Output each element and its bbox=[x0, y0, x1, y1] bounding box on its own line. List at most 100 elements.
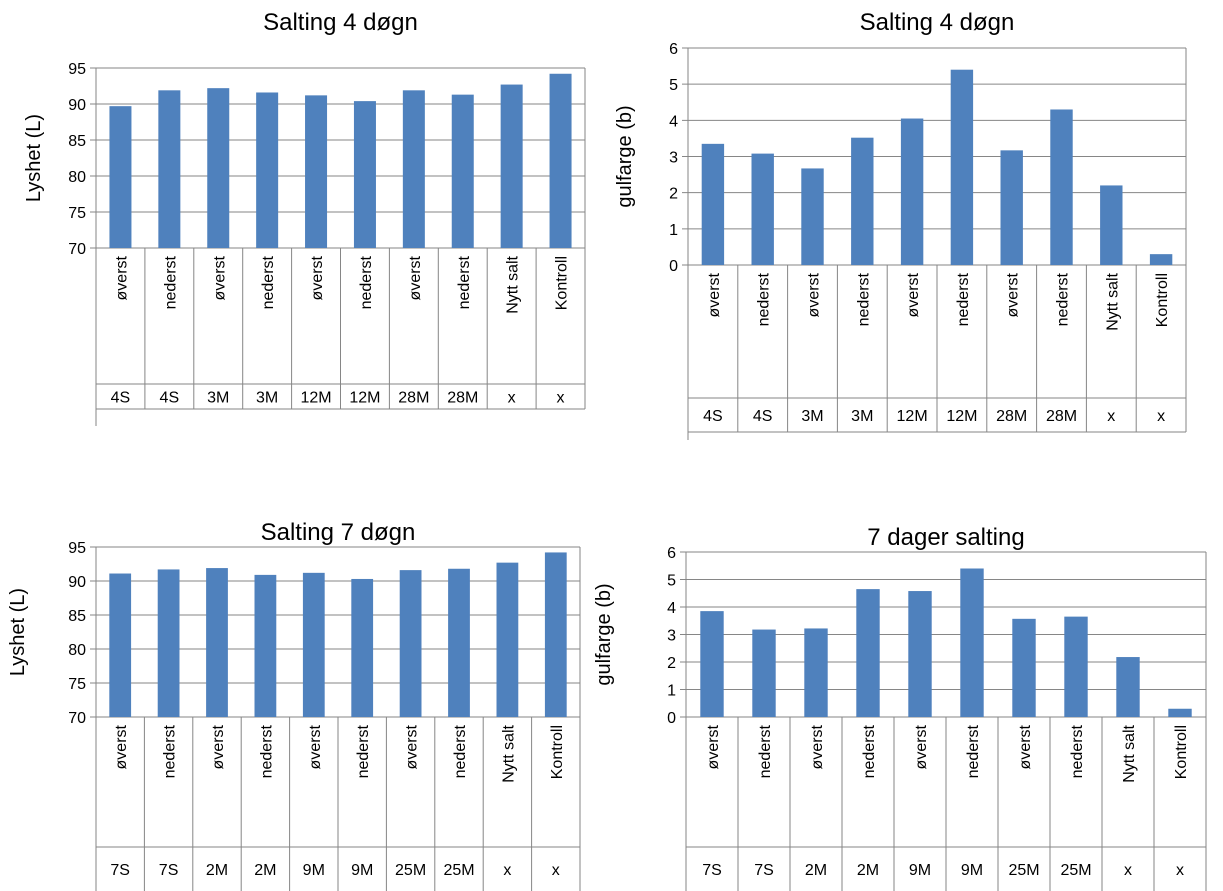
category-label: nederst bbox=[861, 724, 878, 778]
group-label: x bbox=[508, 390, 516, 407]
y-tick-label: 6 bbox=[667, 545, 676, 562]
category-label: øverst bbox=[706, 272, 723, 317]
category-label: Nytt salt bbox=[1121, 724, 1138, 782]
category-label: øverst bbox=[113, 724, 130, 769]
bar bbox=[1168, 708, 1192, 717]
category-label: nederst bbox=[757, 724, 774, 778]
category-label: øverst bbox=[307, 724, 324, 769]
chart-title: Salting 4 døgn bbox=[860, 9, 1015, 36]
bar bbox=[496, 562, 519, 717]
group-label: 12M bbox=[897, 408, 928, 425]
category-label: øverst bbox=[309, 255, 326, 300]
bar bbox=[1100, 185, 1123, 265]
category-label: øverst bbox=[211, 255, 228, 300]
bar bbox=[1050, 109, 1073, 265]
category-label: øverst bbox=[806, 272, 823, 317]
y-tick-label: 3 bbox=[669, 150, 678, 167]
category-label: nederst bbox=[955, 272, 972, 326]
bar bbox=[109, 573, 132, 717]
category-label: øverst bbox=[404, 724, 421, 769]
bar bbox=[157, 569, 180, 717]
bar bbox=[158, 90, 181, 248]
bar bbox=[353, 101, 376, 249]
chart-lightness-4-days: Salting 4 døgn Lyshet (L) 70 75 80 85 90 95 øver… bbox=[23, 9, 586, 426]
category-label: Kontroll bbox=[549, 725, 566, 779]
bar bbox=[1012, 618, 1036, 717]
group-label: 28M bbox=[1046, 408, 1077, 425]
y-axis-label: Lyshet (L) bbox=[23, 114, 45, 202]
group-label: 4S bbox=[160, 390, 180, 407]
category-label: nederst bbox=[1069, 724, 1086, 778]
bar bbox=[549, 73, 572, 248]
category-label: øverst bbox=[407, 255, 424, 300]
bar bbox=[804, 628, 828, 717]
category-label: Kontroll bbox=[1154, 273, 1171, 327]
group-label: 12M bbox=[300, 390, 331, 407]
y-axis-label: Lyshet (L) bbox=[7, 588, 29, 676]
y-tick-label: 85 bbox=[68, 608, 86, 625]
group-label: 25M bbox=[1060, 862, 1091, 879]
bar bbox=[302, 572, 325, 717]
category-label: Nytt salt bbox=[500, 724, 517, 782]
group-label: 28M bbox=[996, 408, 1027, 425]
bar bbox=[1149, 254, 1173, 265]
category-label: nederst bbox=[162, 255, 179, 309]
bar bbox=[751, 153, 774, 265]
y-tick-label: 95 bbox=[68, 61, 86, 78]
y-tick-label: 75 bbox=[68, 676, 86, 693]
bar bbox=[908, 591, 932, 717]
y-tick-label: 4 bbox=[669, 113, 678, 130]
y-tick-label: 95 bbox=[68, 540, 86, 557]
category-label: nederst bbox=[358, 255, 375, 309]
group-label: 7S bbox=[702, 862, 722, 879]
y-axis-label: gulfarge (b) bbox=[614, 105, 636, 207]
group-label: x bbox=[1157, 408, 1165, 425]
category-label: øverst bbox=[913, 724, 930, 769]
chart-yellowness-7-days: 7 dager salting gulfarge (b) 0 1 2 3 4 5 6 øverst… bbox=[593, 524, 1207, 891]
group-label: 7S bbox=[110, 862, 130, 879]
category-label: Kontroll bbox=[554, 256, 571, 310]
bar bbox=[900, 118, 924, 266]
y-tick-label: 75 bbox=[68, 205, 86, 222]
y-tick-label: 0 bbox=[669, 258, 678, 275]
y-tick-label: 5 bbox=[669, 77, 678, 94]
category-label: nederst bbox=[855, 272, 872, 326]
bar bbox=[752, 629, 776, 717]
group-label: 2M bbox=[206, 862, 228, 879]
bar bbox=[254, 574, 277, 717]
bar bbox=[1000, 150, 1023, 265]
y-tick-label: 80 bbox=[68, 642, 86, 659]
group-label: 9M bbox=[961, 862, 983, 879]
chart-lightness-7-days: Salting 7 døgn Lyshet (L) 70 75 80 85 90 95 øver… bbox=[7, 519, 581, 891]
y-tick-label: 5 bbox=[667, 573, 676, 590]
group-label: 4S bbox=[753, 408, 773, 425]
bar bbox=[500, 84, 523, 248]
group-label: 2M bbox=[857, 862, 879, 879]
group-label: 3M bbox=[801, 408, 823, 425]
y-tick-label: 2 bbox=[669, 186, 678, 203]
category-label: nederst bbox=[756, 272, 773, 326]
y-tick-label: 6 bbox=[669, 41, 678, 58]
group-label: 9M bbox=[909, 862, 931, 879]
bar bbox=[700, 611, 724, 717]
y-tick-label: 70 bbox=[68, 710, 86, 727]
group-label: 9M bbox=[351, 862, 373, 879]
category-label: nederst bbox=[452, 724, 469, 778]
group-label: 9M bbox=[303, 862, 325, 879]
y-tick-label: 1 bbox=[669, 222, 678, 239]
chart-title: Salting 7 døgn bbox=[261, 519, 416, 546]
category-label: øverst bbox=[1017, 724, 1034, 769]
y-tick-label: 85 bbox=[68, 133, 86, 150]
category-label: øverst bbox=[210, 724, 227, 769]
category-label: nederst bbox=[260, 255, 277, 309]
group-label: 28M bbox=[447, 390, 478, 407]
group-label: x bbox=[552, 862, 560, 879]
group-label: x bbox=[1176, 862, 1184, 879]
group-label: 2M bbox=[254, 862, 276, 879]
bar bbox=[544, 552, 567, 717]
bar bbox=[207, 88, 230, 248]
category-label: nederst bbox=[258, 724, 275, 778]
y-axis-label: gulfarge (b) bbox=[593, 583, 615, 685]
bar bbox=[448, 568, 470, 717]
